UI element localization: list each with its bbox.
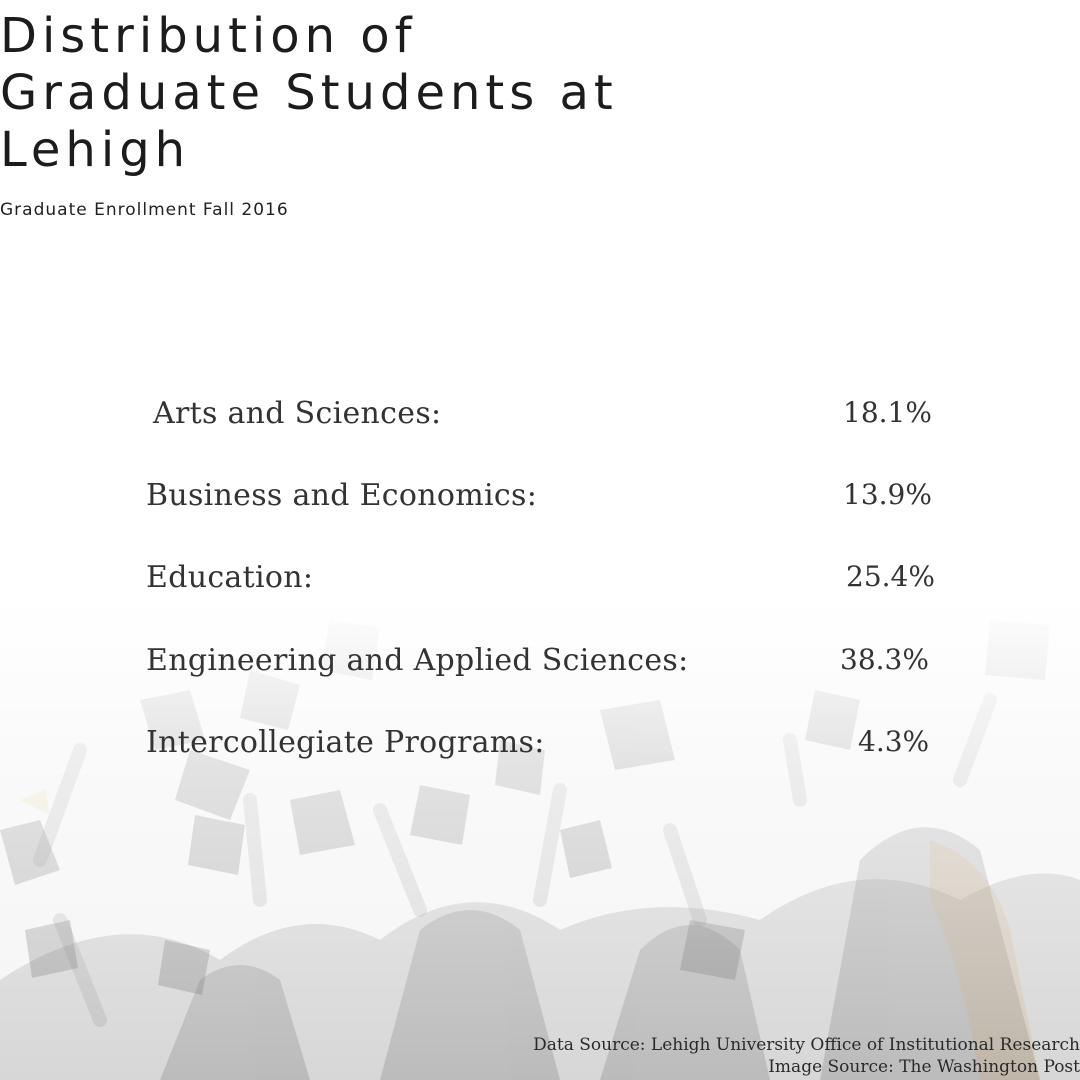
table-row: Arts and Sciences: 18.1% <box>0 396 1080 446</box>
table-row: Business and Economics: 13.9% <box>0 478 1080 528</box>
category-label: Engineering and Applied Sciences: <box>146 643 689 678</box>
category-label: Intercollegiate Programs: <box>146 725 545 760</box>
percent-value: 13.9% <box>843 478 932 511</box>
table-row: Engineering and Applied Sciences: 38.3% <box>0 643 1080 693</box>
percent-value: 4.3% <box>858 725 930 758</box>
table-row: Intercollegiate Programs: 4.3% <box>0 725 1080 775</box>
page-subtitle: Graduate Enrollment Fall 2016 <box>0 200 289 220</box>
image-source-credit: Image Source: The Washington Post <box>768 1057 1080 1077</box>
percent-value: 25.4% <box>846 560 935 593</box>
graduation-background-image <box>0 600 1080 1080</box>
category-label: Education: <box>146 560 314 595</box>
category-label: Business and Economics: <box>146 478 538 513</box>
data-source-credit: Data Source: Lehigh University Office of… <box>533 1035 1080 1055</box>
table-row: Education: 25.4% <box>0 560 1080 610</box>
category-label: Arts and Sciences: <box>153 396 442 431</box>
page-title: Distribution of Graduate Students at Leh… <box>0 8 618 178</box>
percent-value: 18.1% <box>843 396 932 429</box>
percent-value: 38.3% <box>840 643 929 676</box>
